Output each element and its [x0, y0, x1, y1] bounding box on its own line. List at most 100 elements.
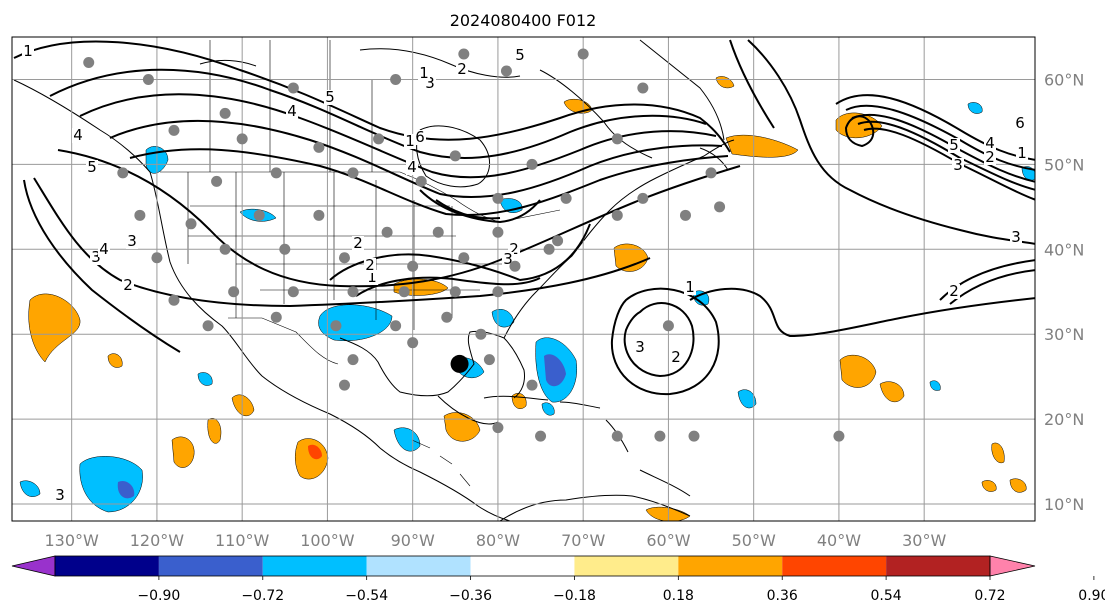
latitude-tick-label: 50°N: [1044, 155, 1084, 174]
station-marker: [560, 192, 572, 204]
positive-anomaly-area: [231, 394, 255, 417]
contour-label-background: [514, 48, 526, 63]
station-marker: [637, 192, 649, 204]
negative-anomaly-area: [737, 389, 757, 409]
moderate-negative-anomaly-area: [117, 480, 135, 499]
contour-label-background: [364, 258, 376, 273]
station-marker: [219, 243, 231, 255]
station-marker: [407, 337, 419, 349]
contour-value-label: 5: [949, 136, 959, 154]
station-marker: [449, 150, 461, 162]
station-marker: [688, 430, 700, 442]
station-marker: [415, 175, 427, 187]
contour-value-label: 5: [325, 88, 335, 106]
station-marker: [279, 243, 291, 255]
station-markers: [83, 48, 845, 442]
contour-label-background: [952, 158, 964, 173]
station-marker: [526, 158, 538, 170]
contour-value-label: 3: [953, 156, 963, 174]
station-marker: [552, 235, 564, 247]
contour-value-label: 5: [515, 46, 525, 64]
station-marker: [373, 133, 385, 145]
contour-value-label: 2: [671, 348, 681, 366]
strong-positive-anomaly-area: [308, 444, 322, 460]
contour-line: [23, 179, 181, 353]
latitude-tick-label: 60°N: [1044, 70, 1084, 89]
contour-label-background: [984, 136, 996, 151]
colorbar-tick-label: 0.90: [1078, 588, 1105, 604]
station-marker: [577, 48, 589, 60]
station-marker: [611, 209, 623, 221]
contour-value-label: 4: [985, 134, 995, 152]
negative-anomaly-area: [393, 427, 421, 452]
anomaly-shading: [19, 76, 1035, 521]
contour-line: [835, 94, 1035, 161]
longitude-tick-label: 100°W: [300, 531, 355, 550]
contour-label-background: [122, 278, 134, 293]
contour-value-label: 4: [407, 158, 417, 176]
station-marker: [236, 133, 248, 145]
contour-label-background: [98, 242, 110, 257]
colorbar-segment: [366, 556, 471, 576]
gulf-of-mexico-coast: [339, 331, 525, 399]
positive-anomaly-area: [725, 134, 799, 158]
contour-value-label: 3: [425, 74, 435, 92]
contour-value-label: 2: [985, 148, 995, 166]
contour-value-label: 4: [73, 126, 83, 144]
contour-value-label: 5: [87, 158, 97, 176]
contour-value-label: 3: [1011, 228, 1021, 246]
contour-value-label: 2: [365, 256, 375, 274]
positive-anomaly-area: [295, 438, 329, 480]
station-marker: [270, 167, 282, 179]
contour-line: [844, 115, 875, 148]
positive-anomaly-area: [107, 353, 123, 368]
colorbar-tick-label: 0.18: [663, 588, 694, 604]
station-marker: [535, 430, 547, 442]
station-marker: [270, 311, 282, 323]
station-marker: [492, 286, 504, 298]
colorbar-tick-label: −0.90: [137, 588, 180, 604]
positive-anomaly-area: [839, 354, 877, 388]
contour-value-label: 3: [91, 248, 101, 266]
longitude-tick-label: 50°W: [732, 531, 776, 550]
contour-label-background: [634, 340, 646, 355]
arctic-islands: [199, 48, 521, 78]
contour-line: [435, 199, 501, 220]
contour-label-background: [414, 130, 426, 145]
colorbar-segment: [886, 556, 990, 576]
station-marker: [441, 311, 453, 323]
contour-value-label: 3: [635, 338, 645, 356]
latitude-tick-label: 10°N: [1044, 495, 1084, 514]
contour-label-background: [456, 62, 468, 77]
station-marker: [142, 73, 154, 85]
station-marker: [219, 107, 231, 119]
station-marker: [714, 201, 726, 213]
station-marker: [347, 286, 359, 298]
contour-label-background: [324, 90, 336, 105]
pacific-coast-north-america: [13, 79, 511, 521]
station-marker: [168, 294, 180, 306]
contour-labels: 1435654321231223321654321321235446: [22, 42, 1028, 504]
contour-value-label: 3: [55, 486, 65, 504]
station-marker: [611, 133, 623, 145]
station-marker: [117, 167, 129, 179]
station-marker: [475, 328, 487, 340]
station-marker: [253, 209, 265, 221]
contour-value-label: 2: [123, 276, 133, 294]
station-marker: [492, 192, 504, 204]
canada-province-lines: [209, 40, 373, 172]
colorbar-segment: [470, 556, 575, 576]
contour-value-label: 6: [1015, 114, 1025, 132]
positive-anomaly-area: [981, 480, 997, 492]
contour-label-background: [948, 284, 960, 299]
station-marker: [509, 260, 521, 272]
contour-line: [747, 39, 1035, 245]
station-marker: [483, 354, 495, 366]
longitude-tick-label: 90°W: [391, 531, 435, 550]
contour-label-background: [54, 488, 66, 503]
yucatan-coast: [437, 395, 499, 425]
station-marker: [492, 226, 504, 238]
contour-line: [419, 189, 541, 224]
station-marker: [338, 379, 350, 391]
map-frame: [11, 36, 1036, 522]
